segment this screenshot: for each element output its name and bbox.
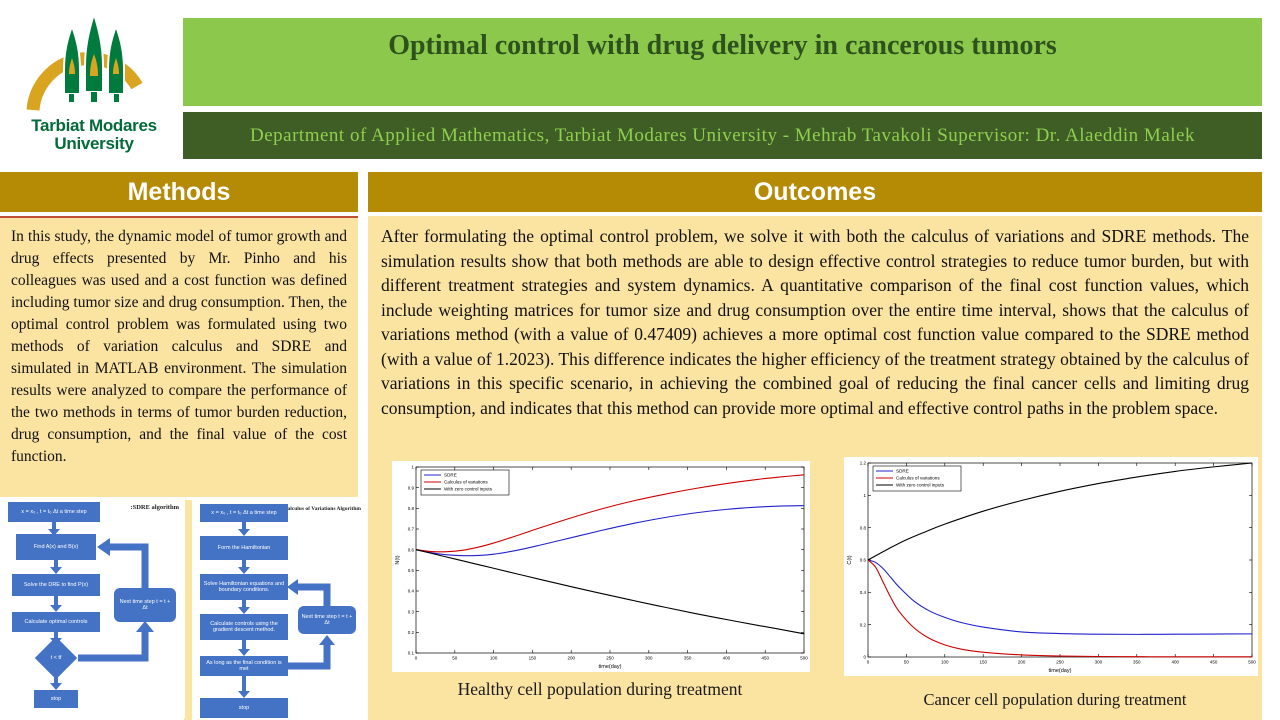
svg-text:0: 0 [867, 660, 870, 665]
poster-subtitle: Department of Applied Mathematics, Tarbi… [250, 124, 1195, 146]
sdre-controls-box: Calculate optimal controls [12, 612, 100, 632]
outcomes-section-header: Outcomes [368, 172, 1262, 212]
sdre-find-box: Find A(x) and B(x) [16, 534, 96, 560]
svg-text:500: 500 [800, 656, 808, 661]
svg-text:0: 0 [863, 655, 866, 660]
sdre-init-box: x = x₀ , t = t₀ Δt a time step [8, 502, 100, 522]
outcomes-body-text: After formulating the optimal control pr… [381, 226, 1249, 418]
sdre-stop-box: stop [34, 690, 78, 708]
healthy-cells-chart: 0 50 100 150 200 250 300 350 400 450 500 0.1 0.2 0.3 0… [392, 461, 810, 672]
logo-text-line2: University [54, 133, 134, 153]
sdre-next-step-box: Next time step t = t + Δt [114, 588, 176, 622]
chart-canvas-icon: 0 50 100 150 200 250 300 350 400 450 500 0.1 0.2 0.3 0… [395, 465, 808, 670]
title-band: Optimal control with drug delivery in ca… [183, 18, 1262, 106]
cov-gradient-box: Calculate controls using the gradient de… [200, 614, 288, 640]
outcomes-heading: Outcomes [753, 177, 877, 206]
svg-text:350: 350 [684, 656, 692, 661]
svg-text:200: 200 [567, 656, 575, 661]
cov-stop-box: stop [200, 698, 288, 718]
svg-text:time(day): time(day) [599, 664, 622, 670]
svg-text:400: 400 [1171, 660, 1179, 665]
sdre-decision-label: t < tf [50, 655, 62, 661]
svg-text:0.8: 0.8 [408, 506, 415, 511]
svg-text:0.4: 0.4 [860, 590, 867, 595]
cancer-cells-chart: 0 50 100 150 200 250 300 350 400 450 500 0 0.2 0.4 0.6… [844, 457, 1258, 676]
svg-text:With zero control inputs: With zero control inputs [896, 483, 945, 488]
svg-text:50: 50 [452, 656, 458, 661]
svg-text:0.4: 0.4 [408, 589, 415, 594]
sdre-flow-title: :SDRE algorithm [130, 504, 179, 511]
svg-text:C(t): C(t) [847, 555, 853, 564]
svg-text:450: 450 [1210, 660, 1218, 665]
svg-text:Calculus of variations: Calculus of variations [896, 476, 940, 481]
svg-text:0.6: 0.6 [408, 547, 415, 552]
cov-hamiltonian-box: Form the Hamiltonian [200, 536, 288, 560]
flowchart-gap [184, 500, 192, 720]
svg-text:0.7: 0.7 [408, 527, 415, 532]
svg-text:0.2: 0.2 [408, 630, 415, 635]
cancer-chart-caption: Cancer cell population during treatment [923, 690, 1187, 709]
svg-text:100: 100 [941, 660, 949, 665]
svg-text:0.5: 0.5 [408, 568, 415, 573]
svg-text:200: 200 [1018, 660, 1026, 665]
svg-text:300: 300 [1095, 660, 1103, 665]
methods-section-header: Methods [0, 172, 358, 212]
cov-next-step-box: Next time step t = t + Δt [298, 606, 356, 634]
svg-text:400: 400 [723, 656, 731, 661]
svg-text:1: 1 [411, 465, 414, 470]
cov-condition-box: As long as the final condition is met [200, 656, 288, 676]
svg-text:With zero control inputs: With zero control inputs [444, 487, 493, 492]
methods-text-panel: In this study, the dynamic model of tumo… [0, 216, 358, 497]
university-emblem-icon [26, 10, 143, 111]
svg-text:1: 1 [863, 493, 866, 498]
svg-text:1.2: 1.2 [860, 461, 867, 466]
svg-text:150: 150 [979, 660, 987, 665]
methods-heading: Methods [127, 177, 231, 206]
svg-text:0: 0 [415, 656, 418, 661]
cov-init-box: x = x₀ , t = t₀ Δt a time step [200, 504, 288, 522]
sdre-dre-box: Solve the DRE to find P(x) [12, 574, 100, 596]
healthy-chart-caption: Healthy cell population during treatment [457, 679, 743, 699]
svg-text:250: 250 [1056, 660, 1064, 665]
svg-text:50: 50 [904, 660, 910, 665]
cov-flow-arrows-icon [238, 522, 335, 698]
cov-solve-box: Solve Hamiltonian equations and boundary… [200, 574, 288, 600]
svg-text:150: 150 [529, 656, 537, 661]
svg-text:0.3: 0.3 [408, 609, 415, 614]
svg-text:SDRE: SDRE [896, 469, 909, 474]
svg-text:450: 450 [761, 656, 769, 661]
svg-text:100: 100 [490, 656, 498, 661]
svg-text:0.6: 0.6 [860, 558, 867, 563]
chart-canvas-icon: 0 50 100 150 200 250 300 350 400 450 500 0 0.2 0.4 0.6… [847, 461, 1256, 674]
poster-title: Optimal control with drug delivery in ca… [388, 30, 1057, 61]
svg-text:350: 350 [1133, 660, 1141, 665]
svg-text:Calculus of variations: Calculus of variations [444, 480, 488, 485]
svg-text:time(day): time(day) [1049, 668, 1072, 674]
svg-text:N(t): N(t) [395, 555, 401, 564]
svg-text:SDRE: SDRE [444, 473, 457, 478]
sdre-flowchart: :SDRE algorithm x = x₀ , t = t₀ Δt a tim… [4, 500, 185, 718]
svg-text:300: 300 [645, 656, 653, 661]
logo-text-line1: Tarbiat Modares [31, 116, 157, 135]
calculus-of-variations-flowchart: :Calculus of Variations Algorithm x = x₀… [192, 500, 365, 720]
svg-text:250: 250 [606, 656, 614, 661]
svg-text:500: 500 [1248, 660, 1256, 665]
svg-text:0.9: 0.9 [408, 485, 415, 490]
cov-flow-title: :Calculus of Variations Algorithm [281, 506, 361, 512]
svg-text:0.1: 0.1 [408, 651, 415, 656]
methods-body-text: In this study, the dynamic model of tumo… [11, 228, 347, 465]
svg-text:0.8: 0.8 [860, 525, 867, 530]
svg-text:0.2: 0.2 [860, 622, 867, 627]
subtitle-band: Department of Applied Mathematics, Tarbi… [183, 112, 1262, 159]
university-logo: Tarbiat Modares University [8, 6, 180, 160]
